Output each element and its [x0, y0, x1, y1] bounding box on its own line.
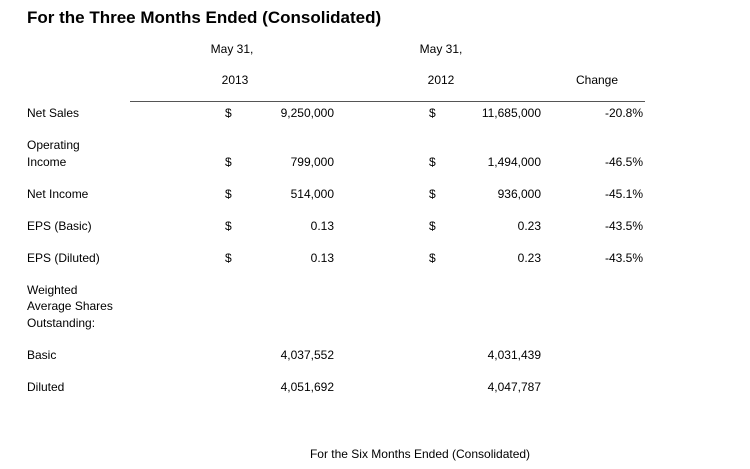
col-header-2013-line1: May 31, — [210, 42, 254, 56]
value-2013: 0.13 — [310, 219, 334, 233]
row-label: EPS (Diluted) — [27, 251, 100, 265]
currency-symbol: $ — [429, 106, 436, 120]
row-label: Net Sales — [27, 106, 80, 120]
currency-symbol: $ — [225, 187, 232, 201]
row-label: Operating — [27, 138, 80, 152]
page-title: For the Three Months Ended (Consolidated… — [27, 8, 382, 27]
change-percent: -45.1% — [604, 187, 643, 201]
currency-symbol: $ — [429, 219, 436, 233]
shares-basic-label: Basic — [27, 348, 57, 362]
value-2013: 514,000 — [290, 187, 334, 201]
currency-symbol: $ — [429, 251, 436, 265]
header-rule — [130, 101, 645, 102]
currency-symbol: $ — [225, 251, 232, 265]
value-2013: 9,250,000 — [280, 106, 334, 120]
shares-diluted-2013: 4,051,692 — [280, 380, 334, 394]
change-percent: -46.5% — [604, 155, 643, 169]
value-2013: 0.13 — [310, 251, 334, 265]
col-header-change: Change — [575, 73, 619, 87]
change-percent: -43.5% — [604, 219, 643, 233]
currency-symbol: $ — [225, 155, 232, 169]
shares-heading-line3: Outstanding: — [27, 316, 96, 330]
col-header-2012-line1: May 31, — [419, 42, 463, 56]
value-2013: 799,000 — [290, 155, 334, 169]
shares-diluted-label: Diluted — [27, 380, 65, 394]
change-percent: -43.5% — [604, 251, 643, 265]
col-header-2012-line2: 2012 — [427, 73, 455, 87]
shares-diluted-2012: 4,047,787 — [487, 380, 541, 394]
row-label-line2: Income — [27, 155, 67, 169]
col-header-2013-line2: 2013 — [221, 73, 249, 87]
currency-symbol: $ — [429, 187, 436, 201]
currency-symbol: $ — [429, 155, 436, 169]
row-label: Net Income — [27, 187, 89, 201]
value-2012: 11,685,000 — [481, 106, 541, 120]
currency-symbol: $ — [225, 219, 232, 233]
currency-symbol: $ — [225, 106, 232, 120]
shares-heading-line2: Average Shares — [27, 299, 113, 313]
shares-basic-2012: 4,031,439 — [487, 348, 541, 362]
value-2012: 1,494,000 — [487, 155, 541, 169]
value-2012: 0.23 — [517, 251, 541, 265]
footer-heading: For the Six Months Ended (Consolidated) — [309, 447, 531, 461]
shares-basic-2013: 4,037,552 — [280, 348, 334, 362]
value-2012: 0.23 — [517, 219, 541, 233]
shares-heading-line1: Weighted — [27, 283, 78, 297]
row-label: EPS (Basic) — [27, 219, 92, 233]
change-percent: -20.8% — [604, 106, 643, 120]
value-2012: 936,000 — [497, 187, 541, 201]
